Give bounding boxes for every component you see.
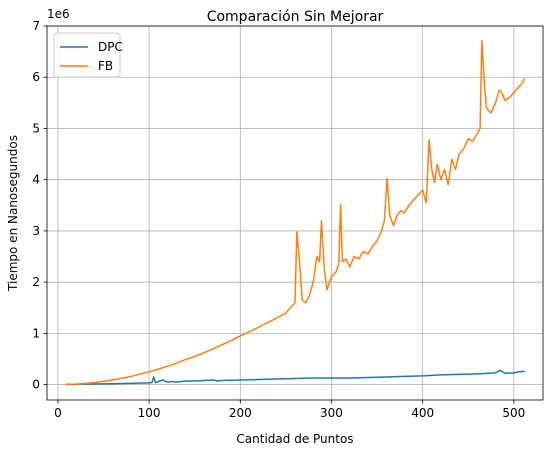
y-offset-label: 1e6: [47, 7, 70, 21]
y-axis-label: Tiempo en Nanosegundos: [6, 135, 20, 292]
legend-label-dpc: DPC: [98, 40, 123, 54]
y-tick-label: 5: [32, 121, 40, 135]
chart-title: Comparación Sin Mejorar: [207, 9, 384, 25]
x-tick-label: 200: [229, 406, 252, 420]
axis-ticks: 0 100 200 300 400 500 0 1 2 3 4 5 6 7: [32, 19, 525, 420]
legend-label-fb: FB: [98, 59, 113, 73]
x-tick-label: 100: [138, 406, 161, 420]
y-tick-label: 6: [32, 70, 40, 84]
y-tick-label: 0: [32, 378, 40, 392]
y-tick-label: 7: [32, 19, 40, 33]
x-tick-label: 300: [320, 406, 343, 420]
series-line-dpc: [65, 369, 525, 386]
y-tick-label: 4: [32, 173, 40, 187]
series-line-fb: [65, 39, 526, 386]
y-tick-label: 2: [32, 275, 40, 289]
y-tick-label: 3: [32, 224, 40, 238]
x-tick-label: 0: [54, 406, 62, 420]
y-tick-label: 1: [32, 326, 40, 340]
legend: DPC FB: [53, 32, 123, 78]
x-tick-label: 400: [411, 406, 434, 420]
x-axis-label: Cantidad de Puntos: [236, 432, 353, 446]
plot-frame: [46, 25, 544, 401]
x-tick-label: 500: [502, 406, 525, 420]
series-lines: [65, 39, 526, 386]
